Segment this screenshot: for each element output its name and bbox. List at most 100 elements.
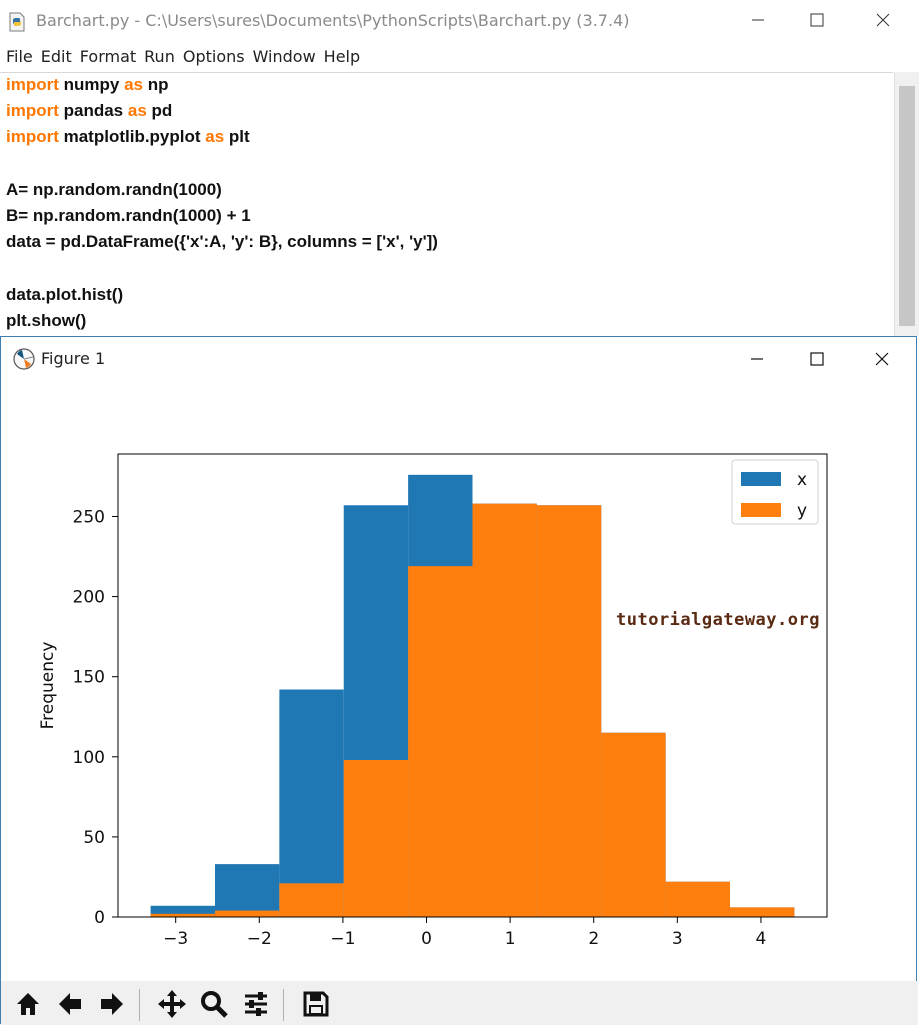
- bar-y-6: [536, 505, 602, 917]
- bar-y-5: [472, 503, 537, 917]
- close-icon: [875, 352, 889, 366]
- pan-button[interactable]: [155, 987, 189, 1021]
- x-tick-label: 2: [588, 929, 599, 949]
- code-line: B= np.random.randn(1000) + 1: [6, 206, 251, 226]
- code-keyword: as: [127, 101, 147, 121]
- save-icon: [303, 991, 329, 1017]
- forward-icon: [101, 993, 123, 1015]
- home-icon: [17, 993, 39, 1015]
- legend-label-y: y: [797, 501, 807, 521]
- x-tick-label: 4: [756, 929, 767, 949]
- bar-x-0: [150, 905, 215, 917]
- figure-minimize-button[interactable]: [734, 339, 780, 379]
- maximize-icon: [810, 13, 824, 27]
- editor-scrollbar[interactable]: [894, 72, 919, 336]
- toolbar-separator: [139, 989, 140, 1021]
- x-tick-label: −1: [330, 929, 355, 949]
- editor-window: Barchart.py - C:\Users\sures\Documents\P…: [0, 0, 919, 336]
- legend-label-x: x: [797, 470, 807, 490]
- series-y-bars: [150, 503, 795, 917]
- figure-titlebar[interactable]: Figure 1: [1, 337, 918, 381]
- configure-subplots-button[interactable]: [239, 987, 273, 1021]
- menu-run[interactable]: Run: [144, 47, 175, 66]
- code-line: data = pd.DataFrame({'x':A, 'y': B}, col…: [6, 232, 438, 252]
- menu-format[interactable]: Format: [79, 47, 137, 66]
- pan-icon: [158, 990, 186, 1018]
- code-text: plt: [224, 127, 250, 147]
- save-button[interactable]: [299, 987, 333, 1021]
- minimize-icon: [752, 19, 764, 21]
- y-axis: 0 50 100 150 200 250: [73, 507, 118, 928]
- figure-maximize-button[interactable]: [794, 339, 840, 379]
- menu-edit[interactable]: Edit: [40, 47, 72, 66]
- bar-y-4: [408, 566, 473, 917]
- figure-title: Figure 1: [41, 349, 106, 368]
- y-axis-label: Frequency: [38, 642, 58, 730]
- code-text: pandas: [58, 101, 128, 121]
- code-editor[interactable]: import numpy as np import pandas as pd imp…: [0, 72, 893, 337]
- code-keyword: import: [6, 127, 59, 147]
- figure-toolbar: [1, 981, 918, 1025]
- minimize-button[interactable]: [735, 0, 781, 40]
- code-line: data.plot.hist(): [6, 285, 123, 305]
- code-line: plt.show(): [6, 311, 86, 331]
- code-text: plt.show(): [6, 310, 87, 330]
- figure-window: Figure 1 −3 −2 −1 0 1 2 3 4 0 50 100 150 200 250 Fre…: [0, 336, 918, 1025]
- zoom-button[interactable]: [197, 987, 231, 1021]
- menu-bar: File Edit Format Run Options Window Help: [0, 44, 919, 70]
- matplotlib-icon: [13, 348, 35, 370]
- code-text: pd: [146, 101, 173, 121]
- figure-close-button[interactable]: [859, 339, 905, 379]
- y-tick-label: 150: [73, 668, 105, 688]
- forward-button[interactable]: [95, 987, 129, 1021]
- bar-y-9: [730, 907, 795, 917]
- maximize-icon: [810, 352, 824, 366]
- x-tick-label: 1: [505, 929, 516, 949]
- code-text: np: [142, 75, 169, 94]
- menu-help[interactable]: Help: [323, 47, 361, 66]
- code-keyword: as: [124, 75, 143, 94]
- back-icon: [59, 993, 81, 1015]
- code-keyword: as: [205, 127, 225, 147]
- code-text: A= np.random.randn(1000): [6, 179, 222, 199]
- code-line: import matplotlib.pyplot as plt: [6, 127, 250, 147]
- legend: xy: [731, 459, 819, 525]
- code-text: data = pd.DataFrame({'x':A, 'y': B}, col…: [6, 232, 438, 252]
- code-line: import numpy as np: [6, 75, 168, 95]
- editor-titlebar[interactable]: Barchart.py - C:\Users\sures\Documents\P…: [0, 0, 919, 42]
- home-button[interactable]: [11, 987, 45, 1021]
- legend-swatch-x: [741, 472, 781, 486]
- configure-subplots-icon: [245, 992, 267, 1016]
- bar-y-0: [150, 913, 215, 917]
- bar-y-3: [343, 759, 409, 917]
- code-keyword: import: [6, 101, 59, 121]
- minimize-icon: [751, 358, 763, 360]
- bar-y-7: [601, 732, 666, 917]
- menu-options[interactable]: Options: [182, 47, 245, 66]
- close-icon: [876, 13, 890, 27]
- scrollbar-thumb[interactable]: [899, 86, 915, 326]
- bar-y-2: [279, 883, 344, 917]
- code-keyword: import: [6, 75, 59, 94]
- x-tick-label: −2: [247, 929, 272, 949]
- close-button[interactable]: [860, 0, 906, 40]
- y-tick-label: 200: [73, 588, 105, 608]
- watermark-text: tutorialgateway.org: [616, 610, 820, 630]
- menu-window[interactable]: Window: [252, 47, 316, 66]
- axes-frame: [117, 453, 828, 918]
- code-text: numpy: [58, 75, 125, 94]
- zoom-icon: [201, 991, 228, 1018]
- code-text: data.plot.hist(): [6, 284, 124, 304]
- histogram-chart: −3 −2 −1 0 1 2 3 4 0 50 100 150 200 250 Frequency tu…: [38, 453, 828, 949]
- bar-y-8: [665, 881, 731, 917]
- y-tick-label: 100: [73, 748, 105, 768]
- code-line: A= np.random.randn(1000): [6, 180, 222, 200]
- x-tick-label: −3: [163, 929, 188, 949]
- menu-file[interactable]: File: [6, 47, 33, 66]
- code-text: matplotlib.pyplot: [58, 127, 206, 147]
- bar-y-1: [214, 910, 280, 917]
- back-button[interactable]: [53, 987, 87, 1021]
- maximize-button[interactable]: [794, 0, 840, 40]
- legend-swatch-y: [741, 503, 781, 517]
- y-tick-label: 50: [83, 828, 105, 848]
